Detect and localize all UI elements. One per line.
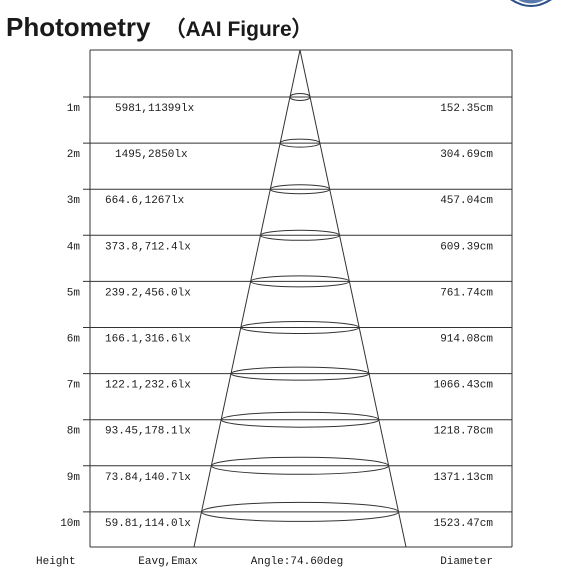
illuminance-value: 239.2,456.0lx [105, 287, 191, 299]
diameter-value: 1371.13cm [434, 472, 494, 484]
illuminance-value: 122.1,232.6lx [105, 380, 191, 392]
height-label: 10m [60, 518, 80, 530]
beam-angle-label: Angle:74.60deg [251, 556, 343, 568]
illuminance-value: 373.8,712.4lx [105, 241, 191, 253]
subtitle-text: （AAI Figure） [164, 18, 313, 41]
diameter-value: 457.04cm [440, 195, 493, 207]
beam-cross-section [210, 456, 390, 475]
title-text: Photometry [6, 12, 151, 42]
height-header: Height [36, 556, 76, 568]
height-label: 3m [67, 195, 81, 207]
beam-cross-section [250, 275, 350, 288]
diameter-value: 761.74cm [440, 287, 493, 299]
beam-cross-section [279, 138, 321, 148]
diameter-value: 152.35cm [440, 103, 493, 115]
diameter-value: 609.39cm [440, 241, 493, 253]
height-label: 2m [67, 149, 81, 161]
beam-cross-section [259, 229, 341, 241]
height-label: 7m [67, 380, 81, 392]
beam-cone-left-edge [193, 49, 301, 548]
illuminance-header: Eavg,Emax [138, 556, 198, 568]
height-label: 1m [67, 103, 81, 115]
height-label: 6m [67, 334, 81, 346]
illuminance-value: 93.45,178.1lx [105, 426, 191, 438]
beam-cross-section [240, 321, 360, 334]
illuminance-value: 1495,2850lx [115, 149, 188, 161]
illuminance-value: 664.6,1267lx [105, 195, 185, 207]
page-title: Photometry （AAI Figure） [6, 12, 313, 43]
beam-cross-section [200, 501, 400, 522]
diameter-value: 1066.43cm [434, 380, 494, 392]
beam-cross-section [230, 366, 370, 381]
beam-cross-section [220, 411, 380, 428]
height-label: 8m [67, 426, 81, 438]
diameter-value: 1218.78cm [434, 426, 494, 438]
beam-cone-right-edge [299, 49, 407, 548]
beam-cross-section [269, 184, 331, 195]
height-label: 5m [67, 287, 81, 299]
illuminance-value: 5981,11399lx [115, 103, 195, 115]
diameter-header: Diameter [440, 556, 493, 568]
height-label: 4m [67, 241, 81, 253]
beam-cross-section [289, 93, 311, 101]
illuminance-value: 73.84,140.7lx [105, 472, 191, 484]
diameter-value: 304.69cm [440, 149, 493, 161]
illuminance-value: 59.81,114.0lx [105, 518, 191, 530]
illuminance-value: 166.1,316.6lx [105, 334, 191, 346]
height-label: 9m [67, 472, 81, 484]
diameter-value: 914.08cm [440, 334, 493, 346]
diameter-value: 1523.47cm [434, 518, 494, 530]
brand-logo-icon [510, 0, 552, 7]
